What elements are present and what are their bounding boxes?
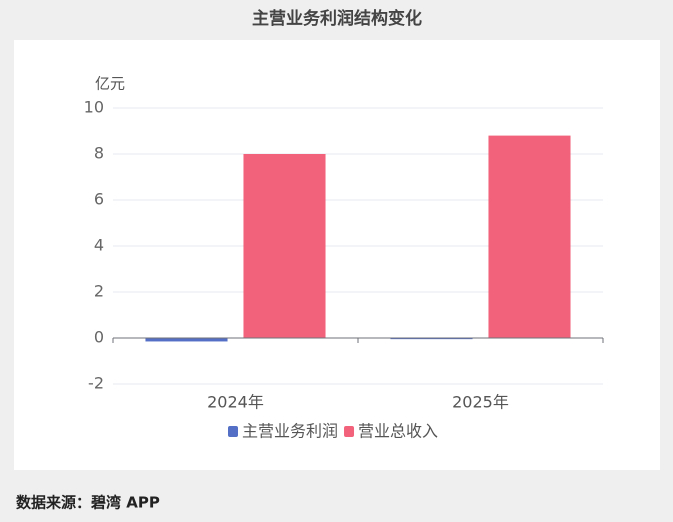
chart-title: 主营业务利润结构变化 [252, 8, 422, 29]
bar [390, 338, 473, 340]
y-tick-label: 10 [84, 98, 104, 117]
y-tick-label: 0 [94, 328, 104, 347]
bar [243, 154, 326, 338]
y-tick-label: 6 [94, 190, 104, 209]
y-tick-label: 4 [94, 236, 104, 255]
legend-swatch [228, 426, 238, 437]
legend-label: 营业总收入 [358, 422, 438, 441]
x-tick-label: 2025年 [452, 393, 509, 412]
legend-label: 主营业务利润 [242, 422, 338, 441]
legend-swatch [344, 426, 355, 437]
y-unit: 亿元 [95, 75, 125, 93]
y-tick-label: 2 [94, 282, 104, 301]
x-tick-label: 2024年 [207, 393, 264, 412]
y-tick-label: -2 [88, 374, 104, 393]
bar [488, 135, 571, 338]
source: 数据来源：碧湾 APP [16, 494, 160, 512]
y-tick-label: 8 [94, 144, 104, 163]
bar [145, 338, 228, 342]
